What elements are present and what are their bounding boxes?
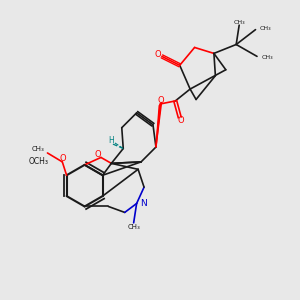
Text: CH₃: CH₃: [32, 146, 44, 152]
Text: O: O: [154, 50, 161, 59]
Text: O: O: [94, 150, 101, 159]
Text: CH₃: CH₃: [127, 224, 140, 230]
Text: CH₃: CH₃: [260, 26, 272, 31]
Text: OCH₃: OCH₃: [29, 158, 49, 166]
Text: CH₃: CH₃: [233, 20, 245, 25]
Polygon shape: [156, 102, 162, 147]
Text: H: H: [108, 136, 114, 145]
Text: O: O: [157, 96, 164, 105]
Text: O: O: [59, 154, 66, 163]
Text: N: N: [140, 199, 147, 208]
Text: CH₃: CH₃: [262, 56, 273, 60]
Text: O: O: [178, 116, 184, 125]
